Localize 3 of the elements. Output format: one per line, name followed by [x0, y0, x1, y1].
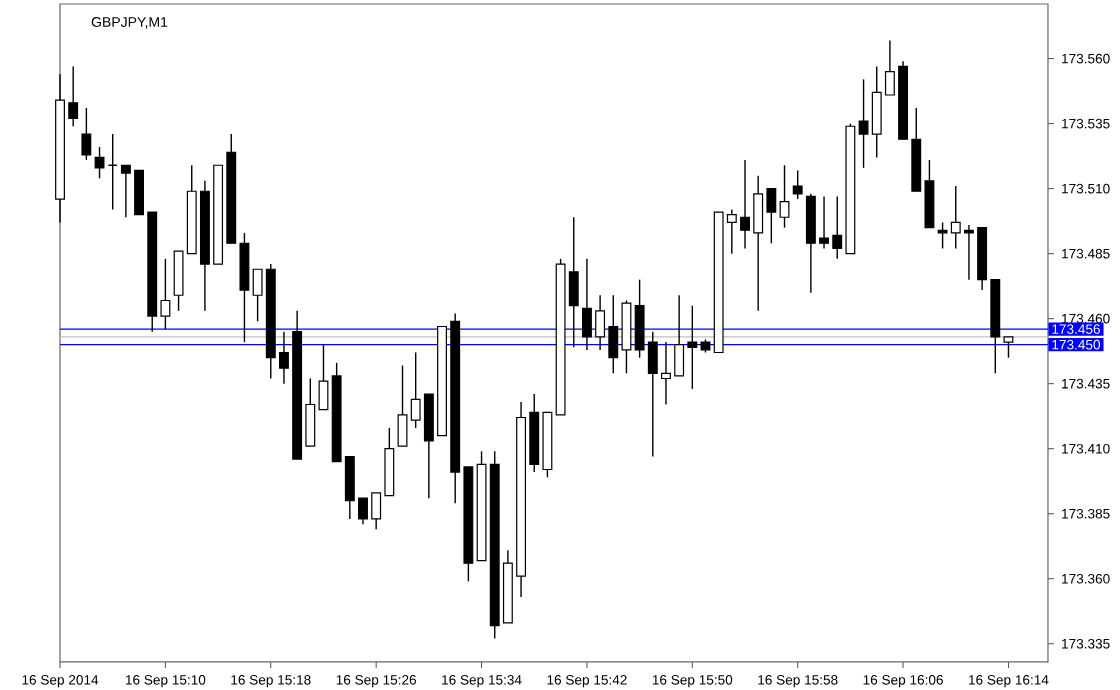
candlestick — [779, 164, 790, 229]
candlestick — [792, 169, 803, 200]
candlestick — [81, 107, 92, 161]
